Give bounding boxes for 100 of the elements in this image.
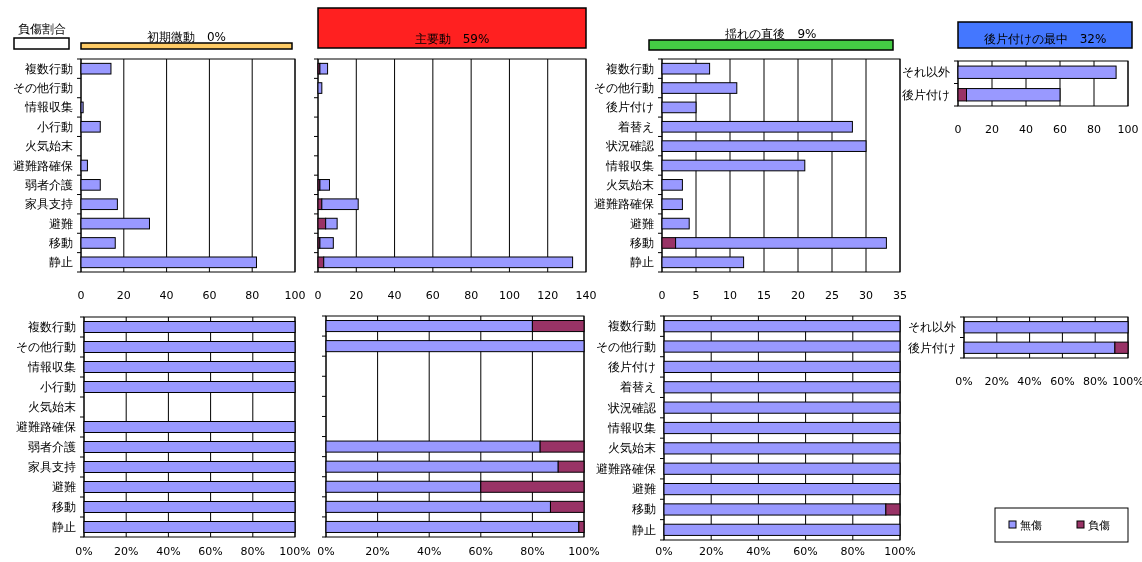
y-tick-label: 静止: [630, 255, 654, 270]
y-tick-label: 状況確認: [605, 139, 654, 154]
y-tick-label: 状況確認: [607, 400, 656, 415]
y-tick-label: 着替え: [618, 119, 654, 134]
x-tick-label: 20%: [984, 375, 1010, 388]
x-tick-label: 20: [985, 123, 999, 136]
legend-label: 負傷: [1088, 519, 1110, 532]
y-tick-label: 避難: [630, 216, 654, 231]
x-tick-label: 60%: [1050, 375, 1075, 388]
y-tick-label: 情報収集: [24, 100, 73, 115]
x-tick-label: 20%: [365, 545, 390, 558]
y-tick-label: その他行動: [13, 81, 73, 96]
x-tick-label: 0%: [75, 545, 93, 558]
x-tick-label: 100: [498, 289, 520, 302]
x-tick-label: 80: [245, 289, 260, 302]
x-tick-label: 40%: [1017, 375, 1042, 388]
x-tick-label: 30: [859, 289, 873, 302]
y-tick-label: 避難路確保: [13, 158, 73, 173]
x-tick-label: 40: [159, 289, 174, 302]
x-tick-label: 100: [1117, 123, 1139, 136]
x-tick-label: 0: [658, 289, 666, 302]
text: 負傷割合: [18, 22, 66, 36]
y-tick-label: 小行動: [40, 380, 76, 394]
x-tick-label: 100%: [279, 545, 311, 558]
legend-label: 無傷: [1020, 519, 1042, 532]
x-tick-label: 15: [757, 289, 771, 302]
x-tick-label: 60: [202, 289, 217, 302]
x-tick-label: 0%: [955, 375, 973, 388]
x-tick-label: 0%: [317, 545, 335, 558]
x-tick-label: 100%: [884, 545, 916, 558]
x-tick-label: 80: [464, 289, 479, 302]
y-tick-label: 静止: [52, 520, 76, 534]
x-tick-label: 25: [825, 289, 839, 302]
x-tick-label: 5: [692, 289, 700, 302]
x-tick-label: 0: [77, 289, 85, 302]
y-tick-label: 避難路確保: [16, 420, 76, 434]
y-tick-label: 静止: [632, 522, 656, 537]
y-tick-label: 火気始末: [606, 177, 654, 192]
x-tick-label: 10: [723, 289, 737, 302]
y-tick-label: 情報収集: [27, 360, 76, 374]
y-tick-label: それ以外: [908, 320, 956, 335]
x-tick-label: 80%: [1082, 375, 1108, 388]
y-tick-label: 移動: [52, 500, 76, 514]
y-tick-label: 情報収集: [607, 421, 656, 435]
y-tick-label: 後片付け: [608, 359, 656, 374]
x-tick-label: 100: [284, 289, 306, 302]
y-tick-label: その他行動: [16, 340, 76, 354]
y-tick-label: 弱者介護: [28, 440, 76, 454]
y-tick-label: 移動: [630, 235, 654, 250]
y-tick-label: 避難路確保: [596, 461, 656, 476]
x-tick-label: 40%: [746, 545, 771, 558]
x-tick-label: 40: [1019, 123, 1033, 136]
x-tick-label: 60%: [198, 545, 223, 558]
y-tick-label: 火気始末: [608, 441, 656, 456]
x-tick-label: 20%: [113, 545, 139, 558]
y-tick-label: その他行動: [596, 339, 656, 354]
y-tick-label: 避難: [49, 216, 73, 231]
x-tick-label: 20: [791, 289, 805, 302]
chart-title: 後片付けの最中 32%: [983, 32, 1107, 46]
chart-title: 揺れの直後 9%: [725, 27, 817, 41]
y-tick-label: 家具支持: [28, 460, 76, 474]
y-tick-label: 移動: [632, 502, 656, 517]
chart-title: 初期微動 0%: [146, 30, 227, 44]
y-tick-label: 家具支持: [25, 197, 73, 212]
y-tick-label: 複数行動: [608, 319, 656, 334]
x-tick-label: 80%: [520, 545, 545, 558]
y-tick-label: その他行動: [594, 81, 654, 96]
x-tick-label: 60: [1053, 123, 1067, 136]
x-tick-label: 80: [1087, 123, 1101, 136]
y-tick-label: 避難: [52, 480, 76, 494]
y-tick-label: 情報収集: [605, 158, 654, 173]
x-tick-label: 0%: [655, 545, 673, 558]
x-tick-label: 40%: [416, 545, 442, 558]
x-tick-label: 0: [954, 123, 962, 136]
y-tick-label: 後片付け: [606, 100, 654, 115]
y-tick-label: 火気始末: [28, 400, 76, 414]
x-tick-label: 60%: [793, 545, 818, 558]
y-tick-label: 複数行動: [28, 320, 76, 334]
y-tick-label: 避難: [632, 482, 656, 497]
y-tick-label: 避難路確保: [594, 197, 654, 212]
x-tick-label: 0: [314, 289, 322, 302]
x-tick-label: 20%: [698, 545, 724, 558]
x-tick-label: 120: [537, 289, 559, 302]
chart-title: 主要動 59%: [414, 32, 490, 46]
y-tick-label: 着替え: [620, 380, 656, 395]
x-tick-label: 40: [387, 289, 402, 302]
x-tick-label: 80%: [840, 545, 866, 558]
x-tick-label: 60: [425, 289, 440, 302]
y-tick-label: 複数行動: [25, 61, 73, 76]
x-tick-label: 35: [893, 289, 907, 302]
y-tick-label: 火気始末: [25, 139, 73, 154]
y-tick-label: 弱者介護: [25, 177, 73, 192]
y-tick-label: 後片付け: [902, 87, 950, 102]
x-tick-label: 40%: [156, 545, 181, 558]
y-tick-label: 小行動: [37, 119, 73, 134]
x-tick-label: 20: [116, 289, 131, 302]
x-tick-label: 100%: [568, 545, 600, 558]
y-tick-label: それ以外: [902, 65, 950, 80]
x-tick-label: 140: [575, 289, 597, 302]
x-tick-label: 80%: [240, 545, 266, 558]
